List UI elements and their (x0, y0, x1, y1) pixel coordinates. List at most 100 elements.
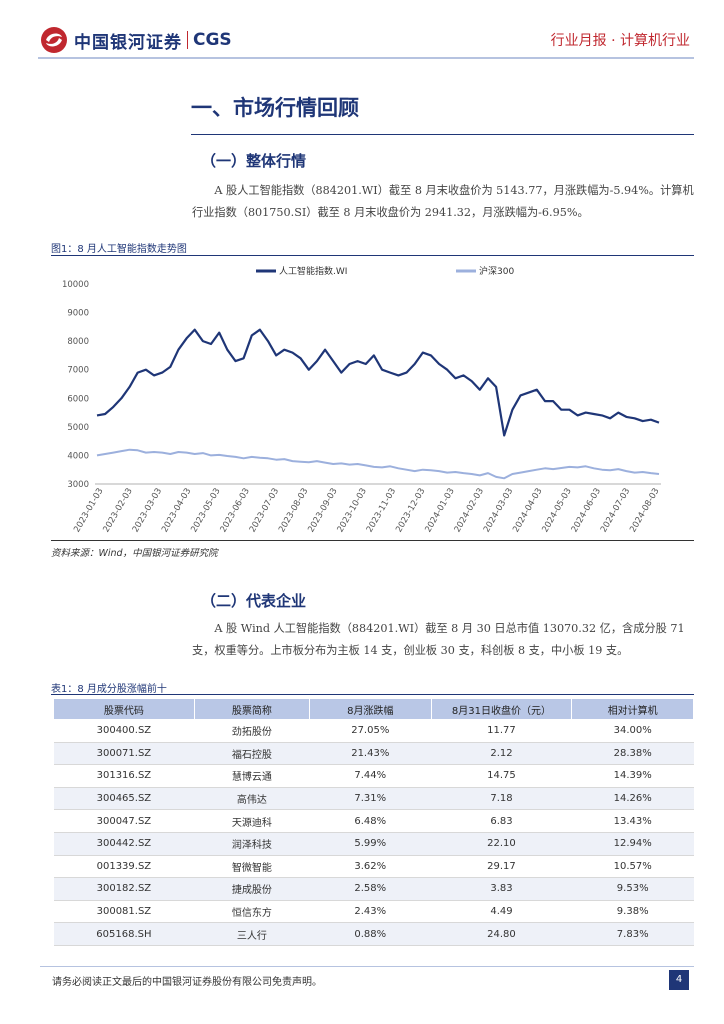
cell-code: 300400.SZ (53, 719, 195, 743)
x-tick-label: 2023-08-03 (277, 487, 310, 535)
x-tick-label: 2023-10-03 (336, 487, 369, 535)
y-tick-label: 6000 (67, 394, 89, 404)
cell-close: 24.80 (431, 922, 572, 946)
x-tick-label: 2023-03-03 (131, 487, 164, 535)
table-row: 300442.SZ 润泽科技 5.99% 22.10 12.94% (53, 832, 694, 856)
legend-label-hs300: 沪深300 (479, 265, 514, 277)
cell-close: 14.75 (431, 764, 572, 788)
logo-english-text: CGS (193, 30, 232, 50)
plot-area (96, 328, 660, 480)
cell-relative: 10.57% (571, 855, 694, 879)
cell-relative: 7.83% (571, 922, 694, 946)
column-header-change: 8月涨跌幅 (308, 698, 432, 720)
overall-paragraph: A 股人工智能指数（884201.WI）截至 8 月末收盘价为 5143.77，… (192, 184, 694, 219)
table-row: 300081.SZ 恒信东方 2.43% 4.49 9.38% (53, 900, 694, 924)
x-tick-label: 2024-03-03 (482, 487, 515, 535)
column-header-name: 股票简称 (193, 698, 310, 720)
cell-code: 301316.SZ (53, 764, 195, 788)
table-row: 300400.SZ 劲拓股份 27.05% 11.77 34.00% (53, 719, 694, 743)
cell-code: 300047.SZ (53, 809, 195, 833)
x-axis: 2023-01-032023-02-032023-03-032023-04-03… (72, 483, 662, 535)
report-type-label: 行业月报 · 计算机行业 (550, 33, 690, 49)
cell-name: 润泽科技 (194, 832, 310, 856)
y-tick-label: 10000 (62, 280, 89, 290)
cell-change: 5.99% (309, 832, 432, 856)
section-divider (191, 134, 694, 135)
table-row: 300182.SZ 捷成股份 2.58% 3.83 9.53% (53, 877, 694, 901)
top-ten-stocks-table: 股票代码 股票简称 8月涨跌幅 8月31日收盘价（元） 相对计算机 300400… (53, 698, 694, 946)
cell-change: 0.88% (309, 922, 432, 946)
cell-change: 2.43% (309, 900, 432, 924)
footer-disclaimer: 请务必阅读正文最后的中国银河证券股份有限公司免责声明。 (52, 977, 322, 988)
cell-change: 21.43% (309, 742, 432, 766)
x-tick-label: 2023-06-03 (219, 487, 252, 535)
y-tick-label: 4000 (67, 451, 89, 461)
companies-paragraph: A 股 Wind 人工智能指数（884201.WI）截至 8 月 30 日总市值… (192, 622, 685, 657)
table-caption: 表1：8 月成分股涨幅前十 (51, 684, 167, 695)
y-tick-label: 7000 (67, 366, 89, 376)
subsection-title-overall: （一）整体行情 (201, 152, 307, 170)
cell-name: 捷成股份 (194, 877, 310, 901)
table-row: 001339.SZ 智微智能 3.62% 29.17 10.57% (53, 855, 694, 879)
x-tick-label: 2023-09-03 (306, 487, 339, 535)
x-tick-label: 2024-05-03 (540, 487, 573, 535)
cell-close: 3.83 (431, 877, 572, 901)
series-line-hs300 (96, 448, 660, 480)
y-tick-label: 3000 (67, 480, 89, 490)
cell-name: 天源迪科 (194, 809, 310, 833)
cell-change: 7.31% (309, 787, 432, 811)
cell-code: 300465.SZ (53, 787, 195, 811)
cell-name: 智微智能 (194, 855, 310, 879)
cell-close: 6.83 (431, 809, 572, 833)
cell-name: 劲拓股份 (194, 719, 310, 743)
page-header: 中国银河证券 CGS 行业月报 · 计算机行业 (0, 0, 724, 70)
figure-bottom-divider (51, 540, 694, 541)
page-number: 4 (669, 970, 689, 990)
x-tick-label: 2023-12-03 (394, 487, 427, 535)
cell-relative: 12.94% (571, 832, 694, 856)
cell-relative: 14.39% (571, 764, 694, 788)
cell-name: 慧博云通 (194, 764, 310, 788)
table-row: 301316.SZ 慧博云通 7.44% 14.75 14.39% (53, 764, 694, 788)
cell-close: 11.77 (431, 719, 572, 743)
cell-close: 22.10 (431, 832, 572, 856)
cell-code: 605168.SH (53, 922, 195, 946)
cell-name: 恒信东方 (194, 900, 310, 924)
cell-change: 2.58% (309, 877, 432, 901)
cell-change: 3.62% (309, 855, 432, 879)
cell-relative: 14.26% (571, 787, 694, 811)
legend-label-ai-index: 人工智能指数.WI (279, 265, 347, 277)
cell-relative: 13.43% (571, 809, 694, 833)
cell-close: 7.18 (431, 787, 572, 811)
cell-change: 7.44% (309, 764, 432, 788)
index-line-chart: 人工智能指数.WI 沪深300 10000 9000 8000 7000 6000 500… (62, 265, 662, 535)
series-line-ai-index (96, 328, 660, 437)
cell-relative: 9.53% (571, 877, 694, 901)
figure-source: 资料来源：Wind，中国银河证券研究院 (51, 548, 218, 559)
y-tick-label: 9000 (67, 309, 89, 319)
x-tick-label: 2024-06-03 (570, 487, 603, 535)
cell-code: 001339.SZ (53, 855, 195, 879)
cell-change: 27.05% (309, 719, 432, 743)
subsection-title-companies: （二）代表企业 (201, 592, 307, 610)
section-title: 一、市场行情回顾 (191, 95, 359, 120)
cell-close: 4.49 (431, 900, 572, 924)
x-tick-label: 2024-07-03 (599, 487, 632, 535)
cell-close: 2.12 (431, 742, 572, 766)
logo-divider (187, 31, 188, 49)
y-tick-label: 8000 (67, 337, 89, 347)
figure-caption-divider (51, 255, 694, 256)
cell-code: 300071.SZ (53, 742, 195, 766)
cell-code: 300442.SZ (53, 832, 195, 856)
cell-relative: 28.38% (571, 742, 694, 766)
column-header-relative: 相对计算机 (571, 698, 694, 720)
table-row: 300071.SZ 福石控股 21.43% 2.12 28.38% (53, 742, 694, 766)
x-tick-label: 2023-02-03 (101, 487, 134, 535)
column-header-close: 8月31日收盘价（元） (430, 698, 573, 720)
y-axis: 10000 9000 8000 7000 6000 5000 4000 3000 (62, 280, 89, 490)
table-caption-divider (51, 694, 694, 695)
x-tick-label: 2024-08-03 (628, 487, 661, 535)
x-tick-label: 2024-04-03 (511, 487, 544, 535)
cell-relative: 9.38% (571, 900, 694, 924)
figure-caption: 图1：8 月人工智能指数走势图 (51, 244, 187, 255)
